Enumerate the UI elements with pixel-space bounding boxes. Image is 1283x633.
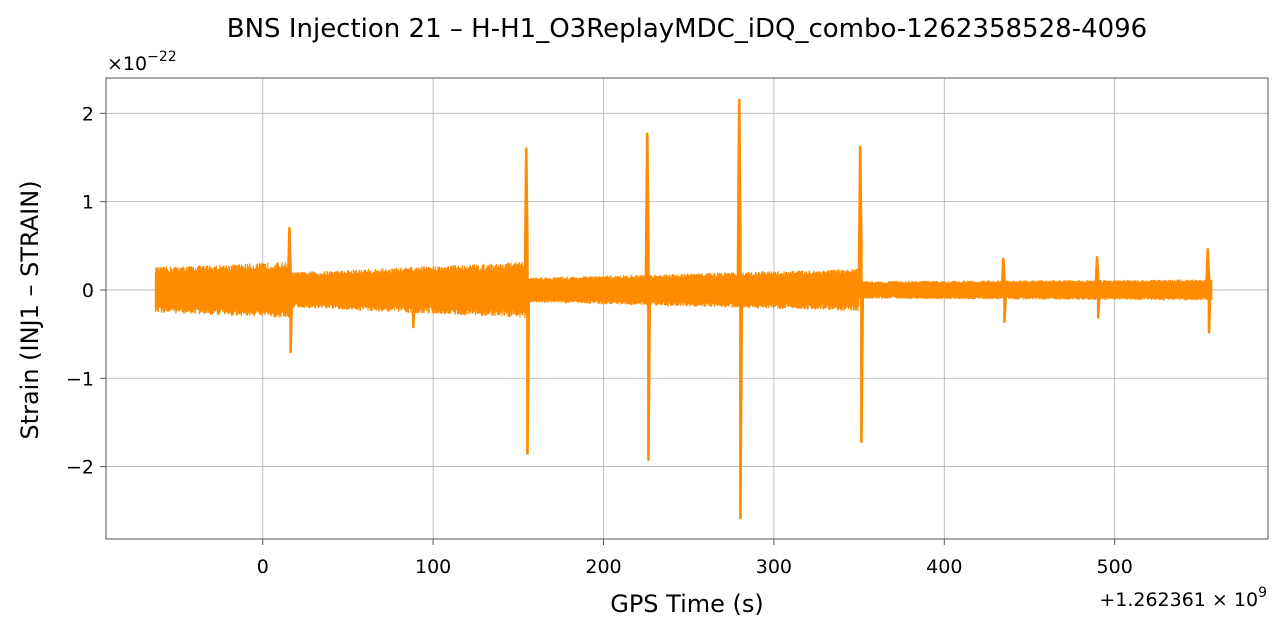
x-tick-label: 0 (257, 556, 269, 578)
strain-spike (736, 98, 744, 520)
y-tick-label: −1 (66, 368, 94, 390)
x-tick-label: 500 (1097, 556, 1133, 578)
strain-spike (857, 145, 865, 444)
strain-spike (1205, 248, 1212, 334)
x-tick-label: 400 (926, 556, 962, 578)
y-tick-label: 0 (82, 280, 94, 302)
y-multiplier-exponent: −22 (147, 49, 177, 65)
strain-series (154, 98, 1213, 520)
strain-spike (1000, 257, 1008, 324)
x-offset-exponent: 9 (1258, 585, 1267, 601)
chart-title: BNS Injection 21 – H-H1_O3ReplayMDC_iDQ_… (227, 14, 1147, 44)
strain-noise-band (154, 261, 1213, 319)
strain-spike (286, 226, 294, 354)
y-multiplier: ×10−22 (107, 49, 177, 75)
ticks: 0 100 200 300 400 500 −2 −1 0 1 2 (66, 103, 1133, 578)
y-tick-label: 1 (82, 192, 94, 214)
x-offset: +1.262361 × 109 (1099, 585, 1267, 611)
x-tick-label: 200 (585, 556, 621, 578)
y-tick-label: −2 (66, 457, 94, 479)
strain-spike (523, 147, 531, 455)
y-axis-label: Strain (INJ1 – STRAIN) (16, 180, 44, 439)
y-tick-label: 2 (82, 103, 94, 125)
x-tick-label: 300 (756, 556, 792, 578)
x-tick-label: 100 (415, 556, 451, 578)
strain-spike (1094, 255, 1101, 319)
plot-frame (105, 77, 1269, 540)
x-axis-label: GPS Time (s) (610, 590, 764, 618)
strain-spike (644, 132, 652, 461)
strain-spike (410, 288, 416, 329)
